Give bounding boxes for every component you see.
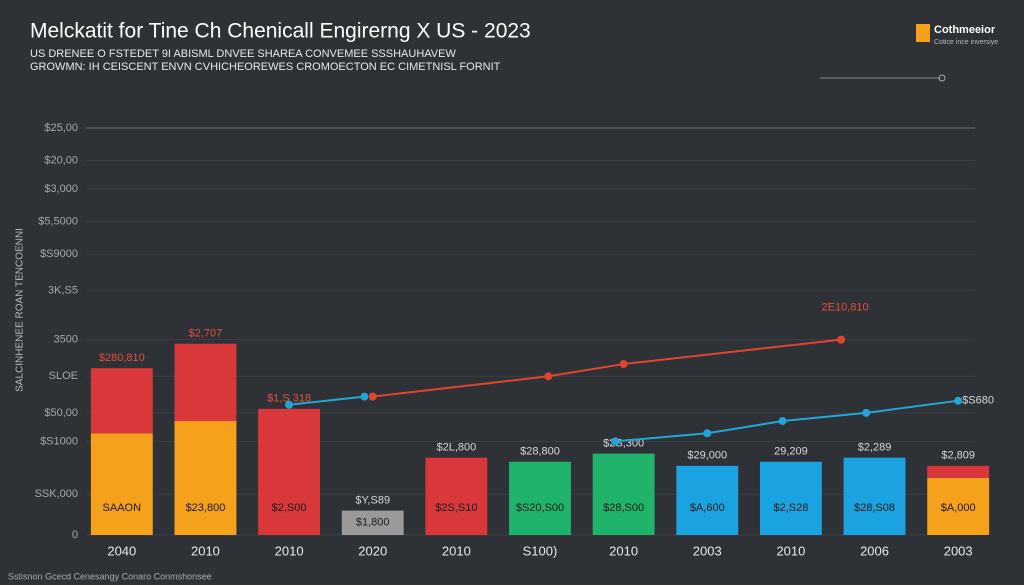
x-tick-label: 2010 [275,543,304,558]
line-point [954,396,963,405]
subtitle: US DRENEE O FSTEDET 9I ABISML DNVEE SHAR… [30,48,456,60]
bar-inner-label: $28,S00 [603,502,644,514]
line [288,395,365,406]
bar-label: $2,809 [941,450,975,462]
bar-label: $Y,S89 [355,494,390,506]
y-tick-label: $5,5000 [38,216,78,228]
line-point [778,417,787,426]
bar [843,457,906,535]
bar-inner-label: $28,S08 [854,502,895,514]
bar [676,465,739,535]
brand-logo [916,24,930,42]
footer: Sstisnon Gcecd Cenesangy Conaro Conmshon… [8,571,212,581]
line-point [703,429,712,438]
bar-label: $2L,800 [436,442,476,454]
bar-label: 29,209 [774,446,808,458]
x-tick-label: 2006 [860,543,889,558]
bar-inner-label: $2,S28 [773,502,808,514]
bar-label: $2,289 [858,442,892,454]
bar-label: $1,S 318 [267,393,311,405]
bar [174,421,237,535]
bar [927,478,990,535]
bar [509,461,571,535]
x-tick-label: 2010 [191,543,220,558]
bar [90,433,153,535]
bar-inner-label: SAAON [103,502,142,514]
x-tick-label: 2003 [944,543,973,558]
bar [759,461,822,535]
y-tick-label: 3K,S5 [48,285,78,297]
x-tick-label: 2003 [693,543,722,558]
line-point [285,400,294,409]
y-tick-label: $S1000 [40,435,78,447]
line-point [837,335,846,344]
line [372,338,842,398]
y-tick-label: $3,000 [44,183,78,195]
y-tick-label: $S9000 [40,248,78,260]
y-axis-label: SALCINHENEE ROAN TENCOENNI [15,228,26,392]
bar-inner-label: $1,800 [356,516,390,528]
y-tick-label: $50,00 [44,407,78,419]
y-tick-label: SLOE [49,370,78,382]
bar-label: $2,707 [189,328,223,340]
y-tick-label: $25,00 [44,122,78,134]
x-tick-label: 2020 [358,543,387,558]
bar-inner-label: $A,000 [941,502,976,514]
bar-inner-label: $2,S00 [272,502,307,514]
line-point [611,437,620,446]
bar-inner-label: $23,800 [186,502,226,514]
subtitle: GROWMN: IH CEISCENT ENVN CVHICHEOREWES C… [30,61,501,73]
chart-title: Melckatit for Tine Ch Chenicall Engirern… [30,20,531,43]
line-point [862,408,871,417]
bar [592,453,655,535]
y-tick-label: $20,00 [44,154,78,166]
x-tick-label: S100) [523,543,558,558]
bar-label: $28,800 [520,446,560,458]
legend-marker [938,74,946,82]
x-tick-label: 2010 [776,543,805,558]
bar-label: $29,000 [687,450,727,462]
bar-label: $280,810 [99,352,145,364]
x-tick-label: 2010 [609,543,638,558]
bar [425,457,488,535]
brand-tagline: Cotice ince inversiye [934,39,998,46]
bar-inner-label: $A,600 [690,502,725,514]
y-tick-label: 3500 [54,334,78,346]
y-tick-label: 0 [72,529,78,541]
bar [174,343,237,422]
bar-inner-label: $2S,S10 [435,502,477,514]
bar [341,510,404,535]
line-point [368,392,377,401]
line-label: $S680 [962,395,994,407]
x-tick-label: 2010 [442,543,471,558]
line-point [544,372,553,381]
bar-inner-label: $S20,S00 [516,502,564,514]
brand: Cothmeeior [934,24,996,36]
bar [90,368,153,434]
y-tick-label: SSK,000 [35,488,78,500]
x-tick-label: 2040 [107,543,136,558]
bar [927,465,990,479]
bar [258,408,321,535]
line-point [619,360,628,369]
line-label: 2E10,810 [822,302,869,314]
line-point [360,392,369,401]
